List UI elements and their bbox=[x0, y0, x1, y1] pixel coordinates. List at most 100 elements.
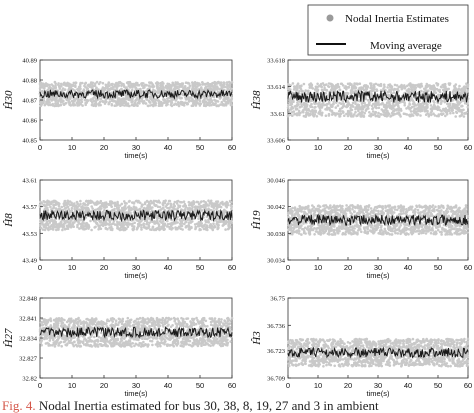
estimate-point bbox=[180, 103, 183, 106]
estimate-point bbox=[138, 98, 141, 102]
estimate-point bbox=[93, 226, 96, 229]
estimate-point bbox=[187, 82, 191, 85]
estimate-point bbox=[196, 224, 200, 228]
legend-scatter-label: Nodal Inertia Estimates bbox=[345, 13, 449, 25]
estimate-point bbox=[370, 113, 374, 117]
estimate-point bbox=[177, 204, 180, 208]
estimate-point bbox=[83, 211, 87, 215]
estimate-point bbox=[154, 199, 158, 203]
estimate-point bbox=[402, 112, 406, 115]
estimate-point bbox=[212, 222, 215, 225]
estimate-point bbox=[208, 104, 211, 107]
estimate-point bbox=[345, 87, 348, 91]
y-tick-label: 40.89 bbox=[22, 58, 37, 65]
estimate-point bbox=[214, 102, 217, 105]
estimate-point bbox=[167, 83, 171, 87]
estimate-point bbox=[223, 208, 226, 212]
estimate-point bbox=[61, 228, 64, 232]
estimate-point bbox=[433, 101, 436, 104]
estimate-point bbox=[356, 114, 359, 117]
estimate-point bbox=[342, 111, 345, 114]
y-tick-label: 33.614 bbox=[267, 84, 286, 91]
estimate-point bbox=[466, 215, 470, 218]
estimate-point bbox=[166, 225, 169, 228]
estimate-point bbox=[203, 103, 206, 106]
estimate-point bbox=[147, 99, 151, 103]
estimate-point bbox=[97, 103, 101, 106]
estimate-point bbox=[163, 201, 167, 205]
estimate-point bbox=[329, 204, 332, 207]
estimate-point bbox=[41, 82, 45, 85]
estimate-point bbox=[117, 99, 121, 103]
estimate-point bbox=[97, 228, 100, 231]
estimate-point bbox=[59, 99, 63, 103]
estimate-point bbox=[359, 114, 363, 118]
estimate-point bbox=[168, 99, 171, 103]
estimate-point bbox=[440, 85, 443, 89]
estimate-point bbox=[56, 103, 59, 106]
estimate-point bbox=[106, 216, 110, 220]
estimate-point bbox=[47, 103, 50, 107]
estimate-point bbox=[166, 202, 170, 205]
y-tick-label: 33.606 bbox=[267, 138, 286, 145]
estimate-point bbox=[74, 81, 77, 84]
estimate-point bbox=[180, 224, 184, 228]
estimate-point bbox=[407, 83, 411, 86]
x-axis-label: time(s) bbox=[125, 151, 148, 160]
estimate-point bbox=[195, 86, 198, 89]
estimate-point bbox=[447, 82, 451, 85]
estimate-point bbox=[120, 87, 123, 91]
estimate-point bbox=[215, 99, 219, 103]
estimate-point bbox=[289, 88, 292, 91]
estimate-point bbox=[451, 108, 455, 112]
estimate-point bbox=[409, 110, 413, 113]
x-tick-label: 20 bbox=[100, 143, 108, 152]
estimate-point bbox=[49, 103, 52, 107]
estimate-point bbox=[99, 81, 102, 84]
estimate-point bbox=[366, 99, 370, 102]
estimate-point bbox=[207, 220, 210, 224]
estimate-point bbox=[47, 228, 50, 232]
estimate-point bbox=[338, 88, 342, 92]
estimate-point bbox=[423, 87, 426, 90]
estimate-point bbox=[147, 84, 151, 87]
estimate-point bbox=[293, 209, 297, 212]
estimate-point bbox=[303, 115, 307, 118]
estimate-point bbox=[466, 89, 470, 92]
estimate-point bbox=[405, 113, 409, 116]
estimate-point bbox=[157, 223, 161, 227]
estimate-point bbox=[222, 83, 225, 86]
estimate-point bbox=[155, 81, 159, 84]
estimate-point bbox=[453, 106, 457, 109]
estimate-point bbox=[55, 223, 59, 227]
estimate-point bbox=[79, 87, 82, 90]
estimate-point bbox=[430, 87, 433, 91]
estimate-point bbox=[115, 102, 119, 106]
estimate-point bbox=[385, 101, 389, 104]
estimate-point bbox=[392, 109, 396, 113]
estimate-point bbox=[101, 224, 105, 228]
estimate-point bbox=[119, 104, 122, 107]
estimate-point bbox=[67, 200, 70, 204]
estimate-point bbox=[143, 201, 147, 204]
x-tick-label: 40 bbox=[404, 143, 412, 152]
estimate-point bbox=[135, 228, 139, 231]
estimate-point bbox=[72, 104, 75, 107]
estimate-point bbox=[75, 201, 79, 204]
estimate-point bbox=[77, 218, 80, 221]
estimate-point bbox=[131, 227, 135, 231]
estimate-point bbox=[399, 107, 403, 111]
estimate-point bbox=[193, 100, 197, 103]
estimate-point bbox=[115, 204, 118, 208]
estimate-point bbox=[417, 102, 420, 106]
estimate-point bbox=[55, 225, 58, 229]
estimate-point bbox=[87, 227, 90, 230]
estimate-point bbox=[339, 82, 343, 86]
estimate-point bbox=[302, 108, 305, 112]
estimate-point bbox=[212, 206, 216, 210]
estimate-point bbox=[85, 98, 89, 102]
estimate-point bbox=[101, 202, 104, 205]
estimate-point bbox=[424, 85, 428, 88]
estimate-point bbox=[67, 88, 70, 91]
estimate-point bbox=[69, 221, 72, 225]
